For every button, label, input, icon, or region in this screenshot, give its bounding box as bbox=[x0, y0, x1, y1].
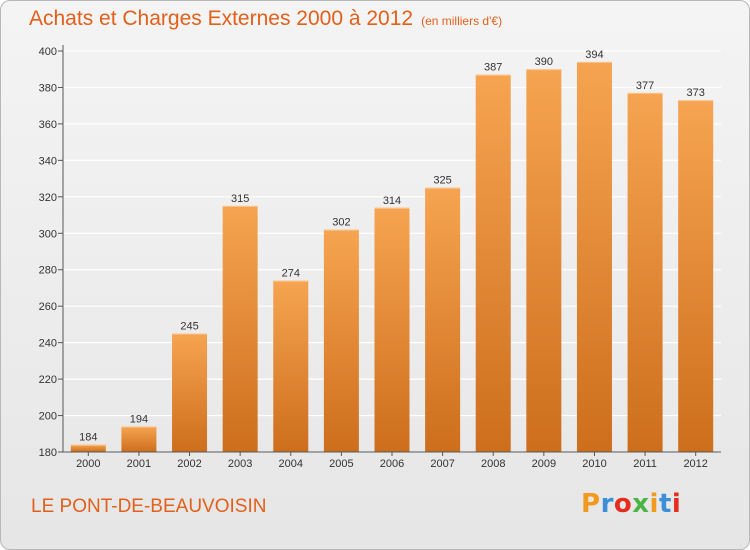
bar-2006 bbox=[374, 207, 410, 452]
y-tick-label: 300 bbox=[39, 228, 57, 240]
bar-value-label: 373 bbox=[687, 87, 705, 99]
y-tick-label: 220 bbox=[39, 374, 57, 386]
commune-name: LE PONT-DE-BEAUVOISIN bbox=[31, 496, 267, 517]
bar-value-label: 390 bbox=[535, 56, 553, 68]
axes: 180 200 220 240 260 280 300 320 340 360 380 400 2000… bbox=[39, 45, 721, 470]
bar-value-label: 387 bbox=[484, 62, 502, 74]
bar-2010 bbox=[576, 61, 612, 452]
logo-letter: P bbox=[581, 489, 601, 519]
x-tick-label: 2002 bbox=[177, 458, 201, 470]
x-tick-label: 2010 bbox=[582, 458, 606, 470]
x-tick-label: 2009 bbox=[532, 458, 556, 470]
logo-letter: r bbox=[600, 489, 614, 519]
logo-letter: i bbox=[671, 489, 682, 519]
y-tick-label: 360 bbox=[39, 119, 57, 131]
bars: 184 194 245 315 274 302 314 325 387 390 394 377 373 bbox=[70, 49, 714, 453]
x-tick-label: 2004 bbox=[279, 458, 303, 470]
logo-letter: t bbox=[658, 489, 672, 519]
bar-2002 bbox=[172, 333, 208, 452]
x-tick-label: 2006 bbox=[380, 458, 404, 470]
chart-title: Achats et Charges Externes 2000 à 2012 (e… bbox=[29, 7, 502, 31]
chart-unit: (en milliers d'€) bbox=[421, 14, 503, 28]
bar-value-label: 245 bbox=[180, 321, 198, 333]
chart-title-text: Achats et Charges Externes 2000 à 2012 bbox=[29, 7, 414, 30]
bar-value-label: 394 bbox=[585, 49, 603, 61]
bar-2000 bbox=[70, 444, 106, 452]
bar-2012 bbox=[678, 100, 714, 453]
y-tick-label: 400 bbox=[39, 46, 57, 58]
x-tick-label: 2000 bbox=[76, 458, 100, 470]
bar-2007 bbox=[425, 187, 461, 453]
bar-value-label: 377 bbox=[636, 80, 654, 92]
logo-letter: x bbox=[632, 489, 650, 519]
y-tick-label: 180 bbox=[39, 447, 57, 459]
bar-value-label: 274 bbox=[282, 268, 300, 280]
y-tick-label: 340 bbox=[39, 155, 57, 167]
x-tick-label: 2001 bbox=[127, 458, 151, 470]
bar-value-label: 184 bbox=[79, 432, 97, 444]
y-tick-label: 240 bbox=[39, 338, 57, 350]
bar-value-label: 325 bbox=[433, 175, 451, 187]
bar-2008 bbox=[475, 74, 511, 452]
bar-2005 bbox=[323, 229, 359, 452]
bar-2004 bbox=[273, 280, 309, 452]
y-tick-label: 380 bbox=[39, 82, 57, 94]
logo-letter: o bbox=[613, 489, 633, 519]
x-tick-label: 2005 bbox=[329, 458, 353, 470]
x-tick-label: 2011 bbox=[633, 458, 657, 470]
bar-2003 bbox=[222, 205, 258, 452]
logo-letter: i bbox=[649, 489, 659, 519]
bar-value-label: 194 bbox=[130, 413, 148, 425]
x-tick-label: 2007 bbox=[430, 458, 454, 470]
bar-value-label: 314 bbox=[383, 195, 401, 207]
x-tick-label: 2012 bbox=[683, 458, 707, 470]
y-tick-label: 260 bbox=[39, 301, 57, 313]
y-tick-label: 200 bbox=[39, 411, 57, 423]
bar-value-label: 315 bbox=[231, 193, 249, 205]
x-tick-label: 2008 bbox=[481, 458, 505, 470]
x-tick-label: 2003 bbox=[228, 458, 252, 470]
bar-value-label: 302 bbox=[332, 217, 350, 229]
proxiti-logo: Proxiti bbox=[581, 489, 681, 519]
bar-2009 bbox=[526, 69, 562, 453]
y-tick-label: 280 bbox=[39, 265, 57, 277]
bar-2001 bbox=[121, 426, 157, 452]
y-tick-label: 320 bbox=[39, 192, 57, 204]
bar-2011 bbox=[627, 92, 663, 452]
